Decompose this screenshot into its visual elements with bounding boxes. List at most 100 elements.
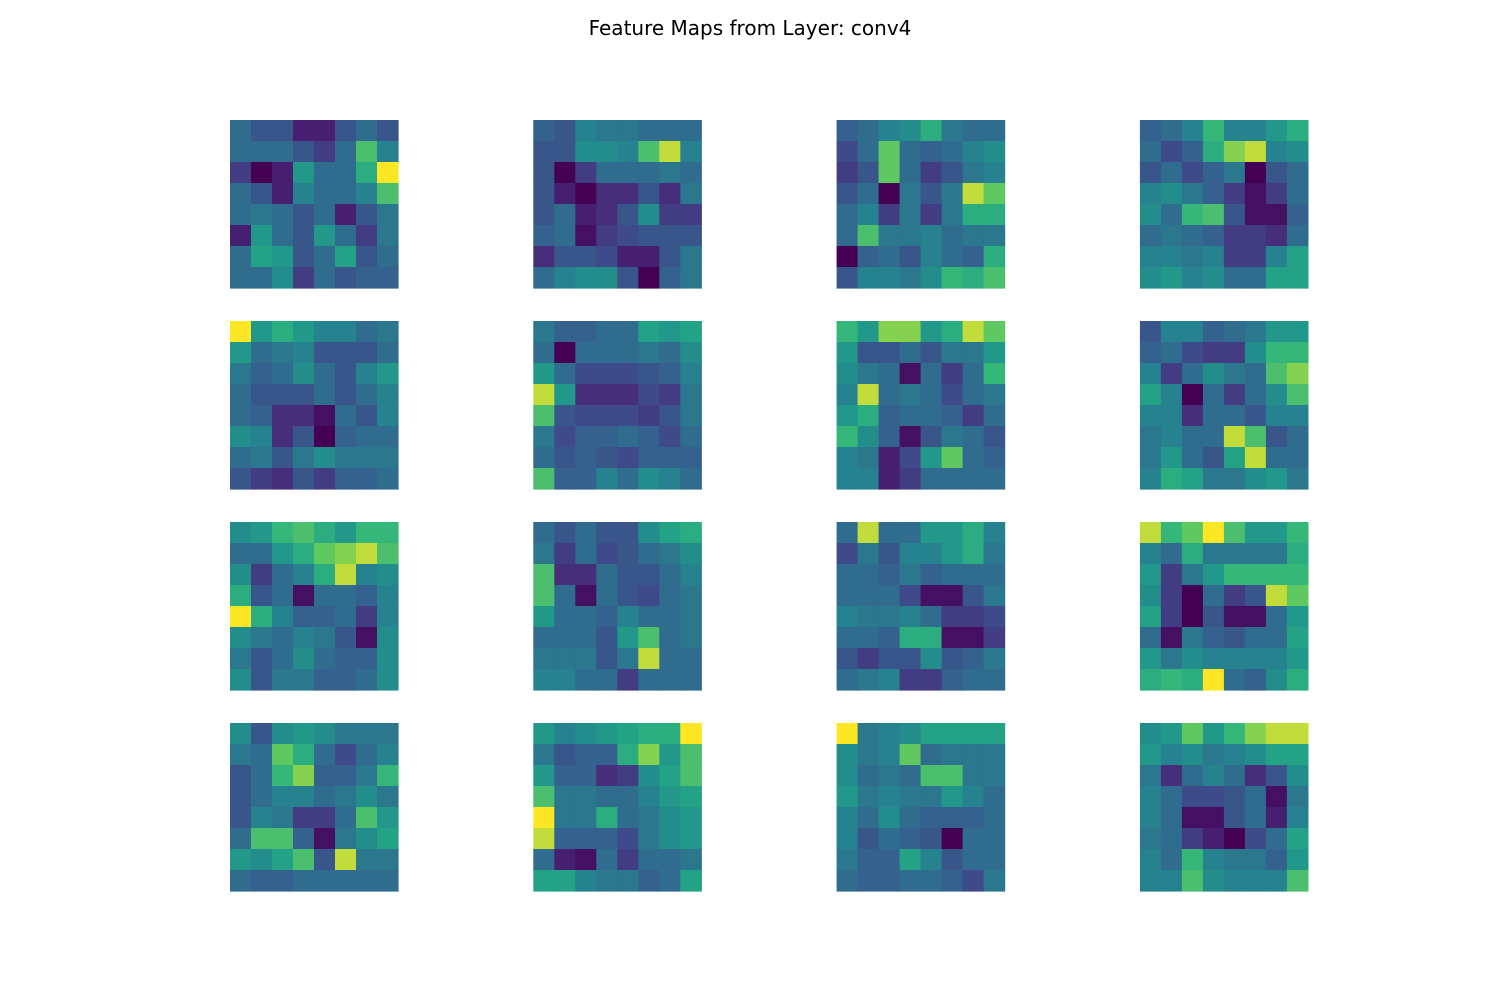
heatmap-cell [377, 828, 399, 850]
heatmap-cell [1286, 162, 1309, 184]
heatmap-cell [1139, 849, 1162, 871]
heatmap-cell [1244, 342, 1267, 364]
feature-map-1 [230, 120, 399, 289]
heatmap-cell [314, 162, 336, 184]
heatmap-cell [1160, 384, 1183, 406]
heatmap-cell [899, 342, 922, 364]
heatmap-cell [272, 405, 294, 427]
heatmap-cell [314, 786, 336, 808]
heatmap-cell [1202, 870, 1225, 892]
heatmap-cell [1202, 321, 1225, 343]
heatmap-cell [377, 807, 399, 829]
heatmap-cell [1181, 162, 1204, 184]
heatmap-cell [638, 225, 660, 247]
heatmap-cell [983, 447, 1006, 469]
heatmap-cell [941, 204, 964, 226]
heatmap-cell [941, 120, 964, 142]
heatmap-cell [878, 120, 901, 142]
heatmap-cell [941, 384, 964, 406]
heatmap-cell [554, 120, 576, 142]
heatmap-cell [899, 522, 922, 544]
heatmap-cell [251, 384, 273, 406]
heatmap-cell [554, 363, 576, 385]
heatmap-cell [962, 543, 985, 565]
heatmap-cell [857, 141, 880, 163]
heatmap-cell [533, 162, 555, 184]
heatmap-cell [1244, 870, 1267, 892]
heatmap-cell [962, 363, 985, 385]
heatmap-cell [575, 384, 597, 406]
heatmap-cell [1265, 141, 1288, 163]
heatmap-cell [941, 321, 964, 343]
heatmap-cell [857, 384, 880, 406]
heatmap-cell [554, 627, 576, 649]
heatmap-cell [836, 162, 859, 184]
heatmap-cell [962, 204, 985, 226]
heatmap-cell [1286, 267, 1309, 289]
heatmap-cell [659, 765, 681, 787]
heatmap-cell [230, 669, 252, 691]
heatmap-cell [1244, 786, 1267, 808]
heatmap-cell [962, 606, 985, 628]
heatmap-cell [533, 744, 555, 766]
heatmap-cell [1139, 405, 1162, 427]
heatmap-cell [638, 426, 660, 448]
heatmap-cell [836, 585, 859, 607]
heatmap-cell [878, 321, 901, 343]
heatmap-cell [596, 321, 618, 343]
feature-map-3 [836, 120, 1006, 289]
heatmap-cell [1160, 426, 1183, 448]
heatmap-cell [230, 384, 252, 406]
heatmap-cell [596, 120, 618, 142]
heatmap-cell [680, 120, 702, 142]
heatmap-cell [554, 225, 576, 247]
heatmap-cell [1265, 426, 1288, 448]
heatmap-cell [335, 447, 357, 469]
heatmap-cell [335, 522, 357, 544]
heatmap-cell [554, 522, 576, 544]
heatmap-cell [941, 426, 964, 448]
heatmap-cell [575, 870, 597, 892]
feature-map-2 [533, 120, 702, 289]
heatmap-cell [272, 426, 294, 448]
heatmap-cell [596, 204, 618, 226]
heatmap-cell [1223, 828, 1246, 850]
heatmap-cell [1244, 225, 1267, 247]
heatmap-cell [356, 363, 378, 385]
heatmap-cell [251, 744, 273, 766]
heatmap-cell [659, 363, 681, 385]
heatmap-cell [293, 405, 315, 427]
heatmap-cell [680, 204, 702, 226]
heatmap-cell [230, 765, 252, 787]
heatmap-cell [1265, 585, 1288, 607]
heatmap-cell [659, 849, 681, 871]
heatmap-cell [899, 627, 922, 649]
heatmap-cell [1265, 543, 1288, 565]
heatmap-cell [533, 426, 555, 448]
heatmap-cell [272, 870, 294, 892]
heatmap-cell [659, 585, 681, 607]
heatmap-cell [533, 447, 555, 469]
heatmap-cell [962, 522, 985, 544]
heatmap-cell [1160, 183, 1183, 205]
heatmap-cell [1160, 267, 1183, 289]
heatmap-cell [857, 807, 880, 829]
heatmap-cell [554, 744, 576, 766]
heatmap-cell [335, 564, 357, 586]
heatmap-cell [554, 204, 576, 226]
heatmap-cell [680, 744, 702, 766]
heatmap-cell [230, 141, 252, 163]
heatmap-cell [659, 627, 681, 649]
heatmap-cell [554, 141, 576, 163]
heatmap-cell [356, 648, 378, 670]
heatmap-cell [1160, 321, 1183, 343]
feature-map-7 [836, 321, 1006, 490]
heatmap-cell [857, 648, 880, 670]
heatmap-cell [377, 447, 399, 469]
heatmap-cell [1181, 744, 1204, 766]
heatmap-cell [1139, 585, 1162, 607]
heatmap-cell [293, 828, 315, 850]
heatmap-cell [836, 723, 859, 745]
heatmap-cell [638, 669, 660, 691]
heatmap-cell [272, 522, 294, 544]
